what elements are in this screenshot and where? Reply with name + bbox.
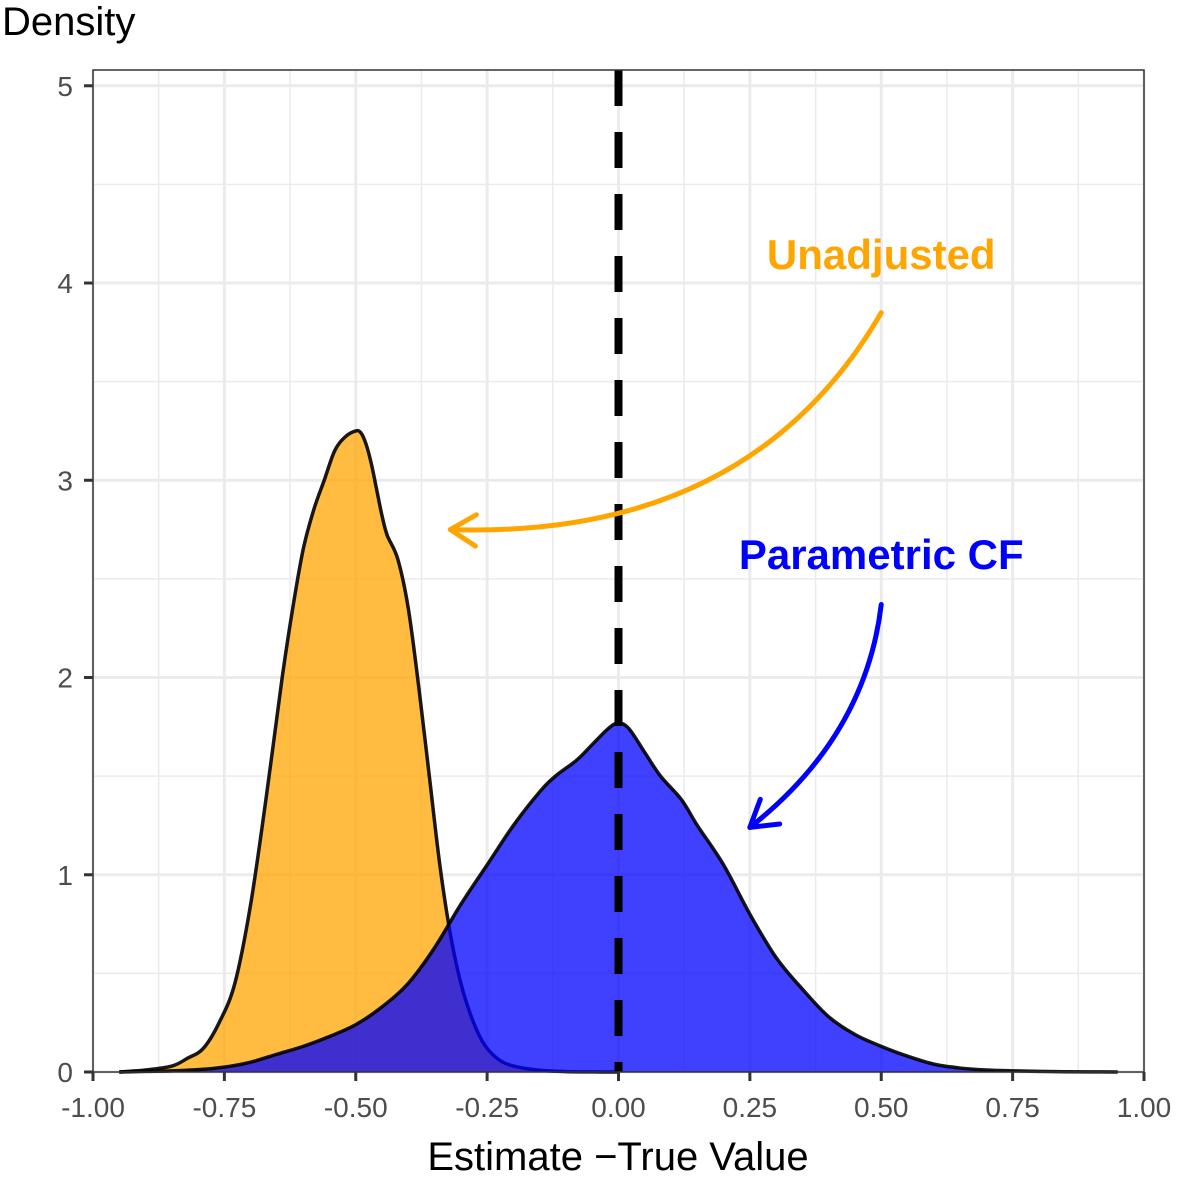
x-tick-label: -1.00 bbox=[61, 1092, 125, 1123]
annotations: Unadjusted Parametric CF bbox=[447, 231, 1024, 830]
x-tick-label: 0.00 bbox=[591, 1092, 646, 1123]
x-tick-label: 0.50 bbox=[854, 1092, 909, 1123]
x-axis: -1.00 -0.75 -0.50 -0.25 0.00 0.25 0.50 0.75 1.00 bbox=[61, 1072, 1171, 1123]
y-tick-label: 2 bbox=[57, 663, 73, 694]
annotation-label-unadjusted: Unadjusted bbox=[767, 231, 996, 278]
annotation-label-parametric-cf: Parametric CF bbox=[739, 531, 1024, 578]
y-axis: 0 1 2 3 4 5 bbox=[57, 71, 93, 1088]
x-tick-label: 0.75 bbox=[985, 1092, 1040, 1123]
x-tick-label: -0.25 bbox=[455, 1092, 519, 1123]
y-tick-label: 4 bbox=[57, 268, 73, 299]
x-tick-label: 1.00 bbox=[1117, 1092, 1172, 1123]
y-axis-title: Density bbox=[2, 0, 135, 44]
arrow-unadjusted bbox=[447, 310, 884, 533]
y-tick-label: 3 bbox=[57, 465, 73, 496]
arrowhead-unadjusted bbox=[447, 512, 479, 549]
x-axis-title: Estimate −True Value bbox=[427, 1135, 808, 1179]
y-tick-label: 1 bbox=[57, 860, 73, 891]
x-tick-label: -0.50 bbox=[324, 1092, 388, 1123]
arrow-parametric-cf bbox=[747, 602, 884, 830]
x-tick-label: 0.25 bbox=[723, 1092, 778, 1123]
arrowhead-parametric-cf bbox=[747, 796, 783, 830]
density-area-unadjusted bbox=[119, 430, 619, 1073]
y-tick-label: 0 bbox=[57, 1057, 73, 1088]
x-tick-label: -0.75 bbox=[192, 1092, 256, 1123]
y-tick-label: 5 bbox=[57, 71, 73, 102]
